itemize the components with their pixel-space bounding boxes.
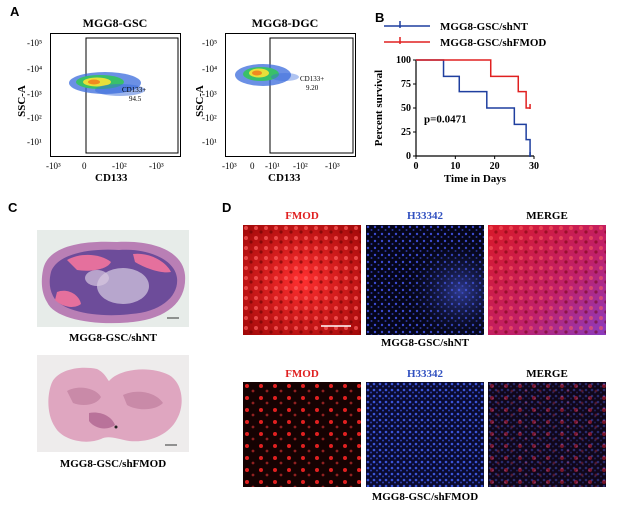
if-image-merge-shnt bbox=[488, 225, 606, 335]
if-image-h33342-shnt bbox=[366, 225, 484, 335]
survival-line bbox=[416, 59, 531, 156]
flow-plot-1-xlabel: CD133 bbox=[95, 172, 128, 184]
if-row1-caption: MGG8-GSC/shNT bbox=[380, 337, 469, 349]
flow-plot-2-xtick: -10¹ bbox=[265, 161, 280, 171]
channel-label-fmod-row1: FMOD bbox=[285, 210, 319, 222]
x-tick-label: 20 bbox=[490, 161, 500, 172]
flow-plot-1-ytick: -10⁴ bbox=[27, 64, 43, 74]
channel-label-h33342-row2: H33342 bbox=[406, 368, 444, 380]
legend-label: MGG8-GSC/shNT bbox=[440, 21, 529, 33]
if-image-merge-shfmod bbox=[488, 382, 606, 487]
panel-b-letter: B bbox=[375, 10, 385, 25]
if-image-h33342-shfmod bbox=[366, 382, 484, 487]
survival-line bbox=[416, 59, 531, 109]
channel-label-merge-row1: MERGE bbox=[526, 210, 568, 222]
flow-plot-2-xtick: -10³ bbox=[222, 161, 237, 171]
p-value-annotation: p=0.0471 bbox=[424, 113, 467, 125]
x-tick-label: 0 bbox=[414, 161, 419, 172]
flow-plot-1-xtick: -10³ bbox=[46, 161, 61, 171]
flow-plot-1-ytick: -10⁵ bbox=[27, 38, 43, 48]
flow-plot-1 bbox=[50, 33, 181, 157]
flow-plot-1-ytick: -10¹ bbox=[27, 137, 42, 147]
legend-label: MGG8-GSC/shFMOD bbox=[440, 37, 546, 49]
channel-label-fmod-row2: FMOD bbox=[285, 368, 319, 380]
flow-plot-1-gate-value: 94.5 bbox=[129, 95, 142, 103]
flow-plot-2-gate-label: CD133+ bbox=[300, 75, 325, 83]
y-tick-label: 0 bbox=[406, 151, 411, 162]
panel-a-letter: A bbox=[10, 4, 20, 19]
y-tick-label: 50 bbox=[401, 103, 411, 114]
flow-plot-1-ytick: -10³ bbox=[27, 89, 42, 99]
flow-plot-2-xlabel: CD133 bbox=[268, 172, 301, 184]
flow-plot-2-ytick: -10⁵ bbox=[202, 38, 218, 48]
if-row2-caption: MGG8-GSC/shFMOD bbox=[371, 491, 479, 503]
flow-plot-2-ytick: -10¹ bbox=[202, 137, 217, 147]
x-tick-label: 10 bbox=[450, 161, 460, 172]
flow-plot-2-gate-value: 9.20 bbox=[306, 84, 319, 92]
flow-plot-1-ytick: -10² bbox=[27, 113, 42, 123]
channel-label-h33342-row1: H33342 bbox=[406, 210, 444, 222]
panel-d-letter: D bbox=[222, 200, 232, 215]
y-tick-label: 75 bbox=[401, 79, 411, 90]
histology-shfmod-image bbox=[37, 355, 189, 452]
y-axis-label: Percent survival bbox=[373, 70, 385, 146]
flow-plot-1-xtick: -10² bbox=[112, 161, 127, 171]
histology-shnt-caption: MGG8-GSC/shNT bbox=[68, 332, 157, 344]
x-axis-label: Time in Days bbox=[444, 173, 507, 185]
flow-plot-1-gate-label: CD133+ bbox=[122, 86, 147, 94]
y-tick-label: 100 bbox=[396, 55, 411, 66]
flow-plot-2-ytick: -10³ bbox=[202, 89, 217, 99]
flow-plot-2-xtick: 0 bbox=[250, 161, 255, 171]
flow-plot-2-ytick: -10⁴ bbox=[202, 64, 218, 74]
flow-plot-1-xtick: -10³ bbox=[149, 161, 164, 171]
flow-plot-1-xtick: 0 bbox=[82, 161, 87, 171]
panel-c-letter: C bbox=[8, 200, 18, 215]
histology-shnt-image bbox=[37, 230, 189, 327]
if-image-fmod-shfmod bbox=[243, 382, 361, 487]
channel-label-merge-row2: MERGE bbox=[526, 368, 568, 380]
flow-plot-2-title: MGG8-DGC bbox=[251, 16, 319, 30]
y-tick-label: 25 bbox=[401, 127, 411, 138]
flow-plot-2-ytick: -10² bbox=[202, 113, 217, 123]
histology-shfmod-caption: MGG8-GSC/shFMOD bbox=[59, 458, 167, 470]
flow-plot-2-xtick: -10³ bbox=[325, 161, 340, 171]
x-tick-label: 30 bbox=[529, 161, 539, 172]
if-image-fmod-shnt bbox=[243, 225, 361, 335]
survival-chart: MGG8-GSC/shNT MGG8-GSC/shFMOD 0 10 20 30 0 25 50… bbox=[373, 21, 546, 185]
flow-plot-2 bbox=[225, 33, 356, 157]
flow-plot-2-xtick: -10² bbox=[293, 161, 308, 171]
flow-plot-1-title: MGG8-GSC bbox=[82, 16, 148, 30]
